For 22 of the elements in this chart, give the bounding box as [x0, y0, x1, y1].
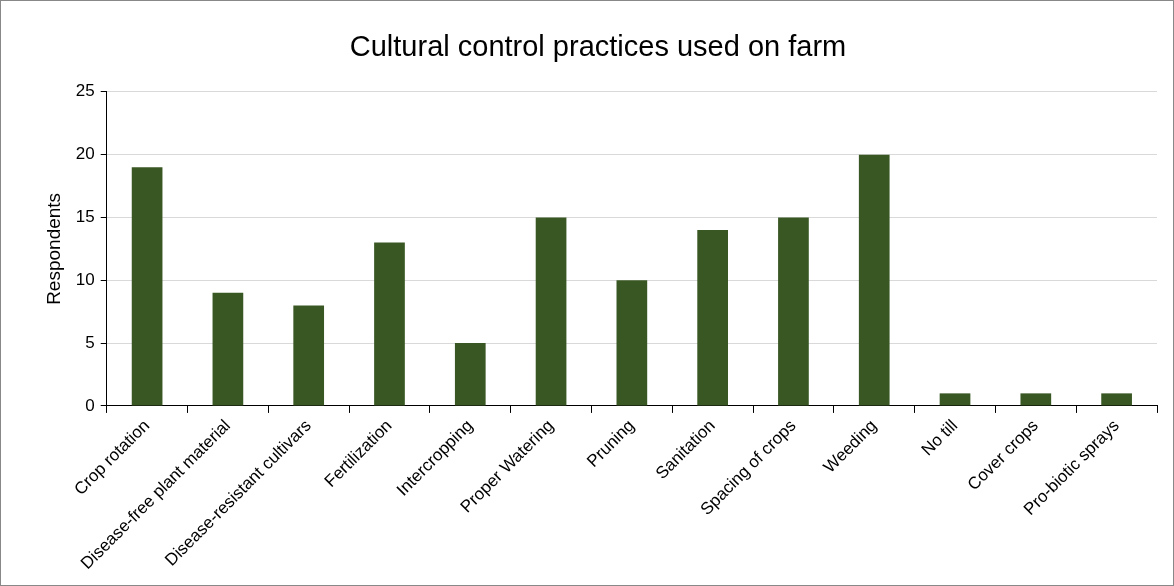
- bar: [858, 154, 890, 406]
- y-axis-title: Respondents: [42, 192, 64, 305]
- bar: [778, 217, 809, 406]
- bar: [131, 167, 163, 406]
- bar: [1020, 393, 1052, 406]
- y-tick-label: 25: [75, 81, 95, 101]
- chart-title: Cultural control practices used on farm: [349, 30, 847, 63]
- bar: [212, 292, 244, 406]
- bar: [1101, 393, 1132, 406]
- bar: [454, 343, 486, 406]
- y-tick-label: 15: [75, 207, 95, 227]
- bar: [374, 242, 405, 406]
- bar: [293, 305, 325, 406]
- x-tick-label: No till: [917, 415, 962, 460]
- bar: [939, 393, 971, 406]
- y-tick-label: 5: [85, 332, 95, 352]
- bar: [616, 280, 648, 406]
- y-tick-label: 0: [85, 395, 95, 415]
- y-tick-label: 20: [75, 144, 95, 164]
- bar: [535, 217, 567, 406]
- bar: [697, 230, 728, 406]
- y-tick-label: 10: [75, 269, 95, 289]
